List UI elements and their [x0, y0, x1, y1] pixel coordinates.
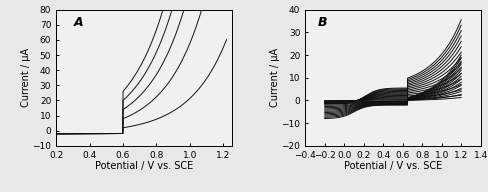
X-axis label: Potential / V vs. SCE: Potential / V vs. SCE — [344, 161, 442, 171]
Y-axis label: Current / μA: Current / μA — [270, 48, 280, 107]
Text: B: B — [318, 16, 327, 29]
X-axis label: Potential / V vs. SCE: Potential / V vs. SCE — [95, 161, 193, 171]
Text: A: A — [74, 16, 83, 29]
Y-axis label: Current / μA: Current / μA — [21, 48, 31, 107]
